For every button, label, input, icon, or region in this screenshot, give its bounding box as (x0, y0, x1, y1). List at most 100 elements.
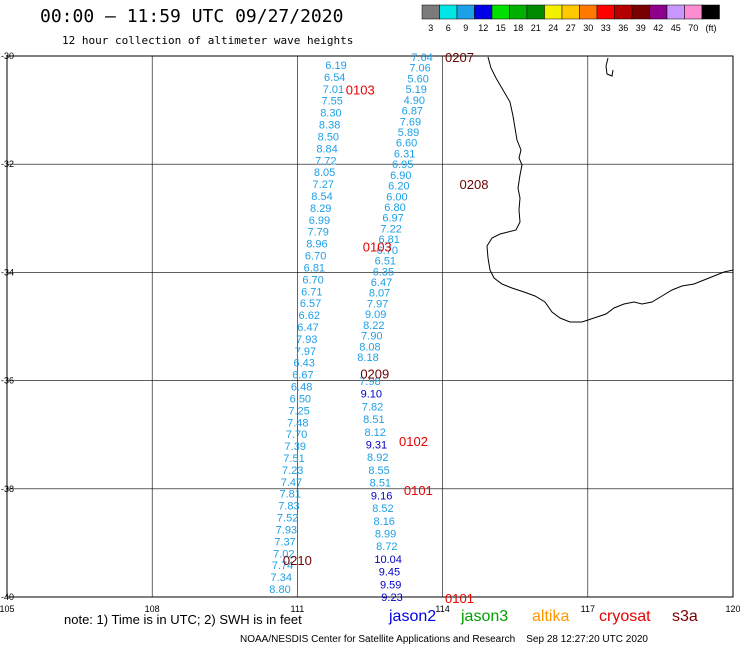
track-a-value: 6.47 (297, 322, 318, 334)
track-b-value: 6.80 (384, 202, 405, 214)
track-b-value: 8.22 (363, 320, 384, 332)
track-b-value: 7.90 (361, 331, 382, 343)
time-label: 0207 (445, 50, 474, 65)
track-a-value: 6.70 (305, 251, 326, 263)
track-b-value: 6.87 (402, 106, 423, 118)
track-a-value: 8.84 (316, 143, 337, 155)
coastline (486, 56, 734, 323)
island-coastline (605, 57, 614, 77)
legend-label: 24 (548, 23, 558, 33)
track-a-value: 7.27 (313, 179, 334, 191)
map-title: 00:00 – 11:59 UTC 09/27/2020 (40, 6, 344, 27)
track-b-value: 5.19 (406, 84, 427, 96)
track-b-value: 8.16 (374, 516, 395, 528)
track-b-value: 7.97 (367, 298, 388, 310)
track-a-value: 7.97 (295, 346, 316, 358)
track-b-value: 8.99 (375, 528, 396, 540)
satellite-jason2: jason2 (389, 608, 437, 625)
track-b-value: 8.18 (357, 352, 378, 364)
satellite-altika: altika (532, 608, 570, 625)
track-b-value: 6.97 (382, 213, 403, 225)
longitude-label: 111 (291, 604, 305, 614)
time-label: 0210 (283, 553, 312, 568)
latitude-label: -30 (1, 51, 14, 61)
track-a-value: 8.38 (319, 120, 340, 132)
legend-swatch (474, 4, 493, 20)
track-b-value: 6.95 (392, 159, 413, 171)
track-b-value: 8.92 (367, 452, 388, 464)
legend-swatch (649, 4, 668, 20)
longitude-label: 114 (435, 604, 449, 614)
track-a-value: 6.81 (304, 262, 325, 274)
track-a-value: 8.30 (320, 108, 341, 120)
legend-swatch (596, 4, 615, 20)
track-a-value: 7.02 (273, 548, 294, 560)
legend-label: 30 (583, 23, 593, 33)
latitude-label: -40 (1, 592, 14, 602)
legend-swatch (614, 4, 633, 20)
track-b-value: 8.51 (363, 414, 384, 426)
time-label: 0102 (399, 434, 428, 449)
track-b-value: 8.08 (359, 341, 380, 353)
credit-line: NOAA/NESDIS Center for Satellite Applica… (240, 634, 648, 645)
track-a-value: 7.81 (279, 489, 300, 501)
track-b-value: 7.82 (362, 401, 383, 413)
legend-swatch (421, 4, 440, 20)
track-a-value: 7.70 (286, 429, 307, 441)
latitude-label: -36 (1, 376, 14, 386)
track-b-value: 9.23 (381, 592, 402, 604)
legend-label: 12 (478, 23, 488, 33)
legend-label: 3 (428, 23, 433, 33)
latitude-label: -32 (1, 159, 14, 169)
track-a-value: 7.39 (285, 441, 306, 453)
legend-swatch (491, 4, 510, 20)
legend-swatch (666, 4, 685, 20)
track-a-value: 7.23 (282, 465, 303, 477)
track-a-value: 6.70 (302, 274, 323, 286)
track-a-value: 7.34 (271, 572, 292, 584)
satellite-s3a: s3a (672, 608, 698, 625)
track-b-value: 8.51 (370, 478, 391, 490)
track-b-value: 8.55 (368, 465, 389, 477)
track-a-value: 8.50 (318, 131, 339, 143)
track-a-value: 7.74 (272, 560, 293, 572)
legend-label: 33 (601, 23, 611, 33)
longitude-label: 117 (581, 604, 595, 614)
legend-label: 36 (618, 23, 628, 33)
track-a-value: 6.62 (299, 310, 320, 322)
legend-label: 39 (636, 23, 646, 33)
track-a-value: 8.96 (306, 239, 327, 251)
track-b-value: 6.35 (373, 266, 394, 278)
track-a-value: 6.67 (292, 370, 313, 382)
track-a-value: 7.25 (288, 405, 309, 417)
track-a-value: 8.29 (310, 203, 331, 215)
footnote: note: 1) Time is in UTC; 2) SWH is in fe… (64, 612, 302, 627)
legend-label: 18 (513, 23, 523, 33)
track-b-value: 7.69 (400, 116, 421, 128)
track-b-value: 7.22 (380, 223, 401, 235)
legend-swatch (579, 4, 598, 20)
legend-label: 6 (446, 23, 451, 33)
longitude-label: 108 (145, 604, 160, 614)
track-b-value: 9.09 (365, 309, 386, 321)
track-b-value: 6.00 (386, 191, 407, 203)
track-b-value: 8.12 (364, 427, 385, 439)
legend-label: 21 (531, 23, 541, 33)
track-b-value: 9.59 (380, 579, 401, 591)
track-b-value: 6.47 (371, 277, 392, 289)
track-a-value: 8.05 (314, 167, 335, 179)
track-a-value: 7.37 (274, 536, 295, 548)
track-a-value: 7.52 (277, 513, 298, 525)
track-a-value: 6.99 (309, 215, 330, 227)
time-label: 0209 (360, 366, 389, 381)
track-b-value: 6.81 (379, 234, 400, 246)
time-label: 0101 (404, 483, 433, 498)
track-b-value: 6.70 (377, 245, 398, 257)
track-b-value: 8.07 (369, 288, 390, 300)
track-b-value: 7.64 (411, 52, 432, 64)
legend-swatch (526, 4, 545, 20)
track-a-value: 6.50 (290, 393, 311, 405)
legend-swatch (439, 4, 458, 20)
